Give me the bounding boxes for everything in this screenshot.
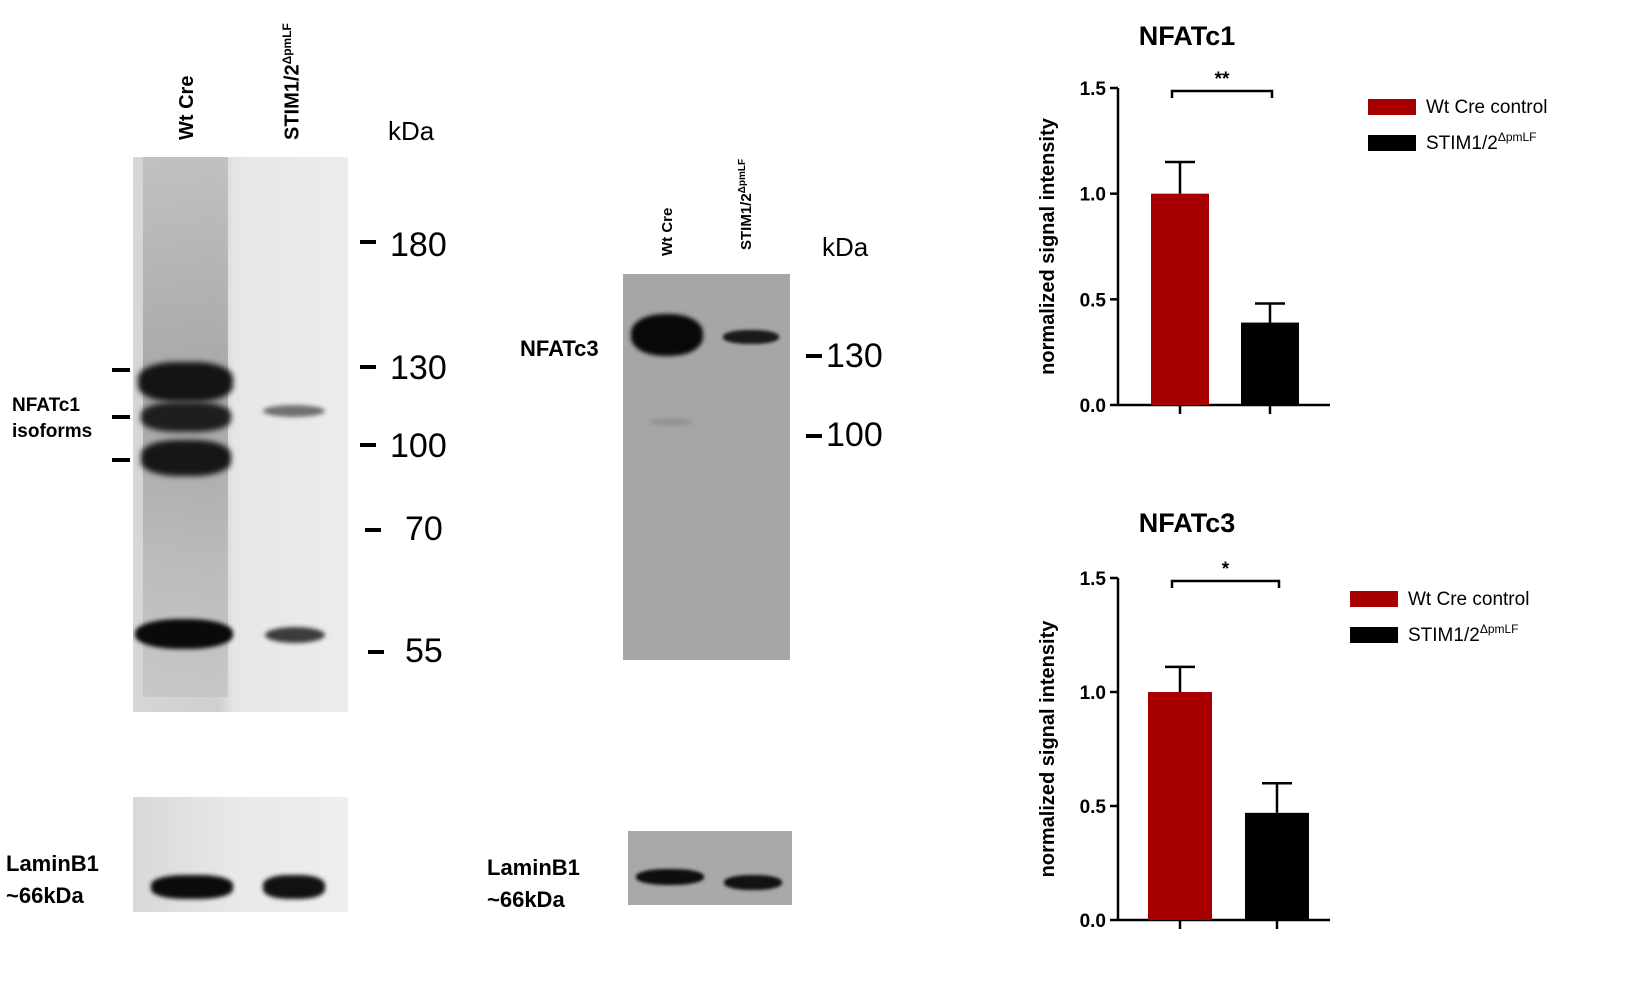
chart-title-1: NFATc1 (1139, 21, 1236, 51)
left-marker-180: 180 (390, 226, 447, 264)
left-marker-100: 100 (390, 427, 447, 465)
y-tick-label-2-2: 1.0 (1080, 683, 1106, 704)
mid-main-blot (623, 274, 790, 660)
significance-label-2: * (1222, 559, 1230, 580)
legend-label-1-1: Wt Cre control (1426, 97, 1547, 118)
left-lamin-blot (133, 797, 348, 912)
bar-1-1 (1151, 193, 1209, 405)
y-tick-label-2-0: 0.0 (1080, 911, 1106, 932)
left-band-110-wt (141, 402, 231, 432)
left-marker-tick-70 (365, 528, 381, 532)
isoform-tick-3 (112, 458, 130, 462)
mid-lamin-blot (628, 831, 792, 905)
isoform-tick-1 (112, 368, 130, 372)
significance-bracket-2 (1170, 579, 1281, 588)
legend-label-1-2: STIM1/2ΔpmLF (1426, 130, 1537, 154)
left-lamin-label-line1: LaminB1 (6, 851, 99, 876)
bar-charts-svg: NFATc1 0.0 0.5 1.0 1.5 normalized signal inte… (1037, 21, 1547, 932)
isoform-tick-2 (112, 415, 130, 419)
legend-label-2-2: STIM1/2ΔpmLF (1408, 622, 1519, 646)
left-lane-label-wtcre: Wt Cre (176, 76, 199, 140)
left-lane-superscript: ΔpmLF (280, 23, 294, 65)
mid-lane-superscript: ΔpmLF (737, 158, 748, 194)
bar-2-2 (1245, 812, 1309, 920)
bar-2-1 (1148, 692, 1212, 920)
left-lane-label-stim: STIM1/2ΔpmLF (280, 23, 305, 140)
mid-marker-100: 100 (826, 416, 883, 454)
y-tick-label-1-2: 1.0 (1080, 185, 1106, 206)
mid-lane-label-wtcre: Wt Cre (659, 208, 676, 256)
mid-lane-text-wtcre: Wt Cre (659, 207, 676, 256)
left-band-55-stim (265, 627, 325, 643)
legend-superscript-2-2: ΔpmLF (1480, 622, 1519, 636)
mid-lamin-label: LaminB1 ~66kDa (487, 852, 580, 916)
left-marker-tick-130 (360, 365, 376, 369)
legend-swatch-1-2 (1368, 135, 1416, 151)
left-lamin-label-line2: ~66kDa (6, 883, 84, 908)
left-lane-text-stim: STIM1/2 (281, 64, 304, 140)
y-axis-label-2: normalized signal intensity (1037, 620, 1059, 878)
significance-label-1: ** (1215, 69, 1230, 90)
y-tick-label-2-1: 0.5 (1080, 797, 1107, 818)
left-main-blot (133, 157, 348, 712)
legend-swatch-2-1 (1350, 591, 1398, 607)
significance-bracket-1 (1170, 89, 1274, 98)
mid-marker-tick-130 (806, 354, 822, 358)
left-marker-tick-180 (360, 240, 376, 244)
mid-marker-tick-100 (806, 434, 822, 438)
mid-band-faint (648, 419, 693, 425)
legend-superscript-1-2: ΔpmLF (1498, 130, 1537, 144)
y-tick-label-1-0: 0.0 (1080, 396, 1106, 417)
left-lamin-label: LaminB1 ~66kDa (6, 848, 99, 912)
left-marker-tick-100 (360, 443, 376, 447)
mid-lamin-band-stim (724, 875, 782, 890)
legend-swatch-1-1 (1368, 99, 1416, 115)
left-lane-text-wtcre: Wt Cre (176, 75, 198, 140)
y-axis-label-1: normalized signal intensity (1037, 117, 1059, 375)
mid-lane-text-stim: STIM1/2 (738, 193, 755, 250)
left-band-55-wt (135, 619, 233, 649)
left-marker-55: 55 (405, 632, 443, 670)
mid-band-nfatc3-stim (723, 330, 779, 344)
y-tick-label-2-3: 1.5 (1080, 569, 1107, 590)
isoform-label-line1: NFATc1 (12, 395, 80, 416)
bar-1-2 (1241, 322, 1299, 405)
chart-title-2: NFATc3 (1139, 508, 1236, 538)
mid-band-label: NFATc3 (520, 336, 599, 361)
left-band-130-wt (138, 362, 233, 402)
legend-swatch-2-2 (1350, 627, 1398, 643)
mid-lane-label-stim: STIM1/2ΔpmLF (737, 159, 755, 250)
mid-kda-unit: kDa (822, 232, 869, 262)
left-marker-tick-55 (368, 650, 384, 654)
left-marker-70: 70 (405, 510, 443, 548)
left-lamin-band-wt (151, 875, 233, 899)
left-band-110-stim (263, 405, 325, 417)
mid-marker-130: 130 (826, 337, 883, 375)
isoform-label-line2: isoforms (12, 421, 93, 442)
y-tick-label-1-3: 1.5 (1080, 79, 1107, 100)
mid-lamin-band-wt (636, 869, 704, 885)
isoform-label: NFATc1 isoforms (12, 393, 92, 445)
y-tick-label-1-1: 0.5 (1080, 290, 1107, 311)
mid-lamin-label-line1: LaminB1 (487, 855, 580, 880)
left-marker-130: 130 (390, 349, 447, 387)
mid-lamin-label-line2: ~66kDa (487, 887, 565, 912)
left-band-95-wt (141, 440, 231, 476)
legend-label-2-1: Wt Cre control (1408, 589, 1529, 610)
mid-band-nfatc3-wt (631, 314, 703, 356)
left-kda-unit: kDa (388, 116, 435, 146)
left-lamin-band-stim (263, 875, 325, 899)
